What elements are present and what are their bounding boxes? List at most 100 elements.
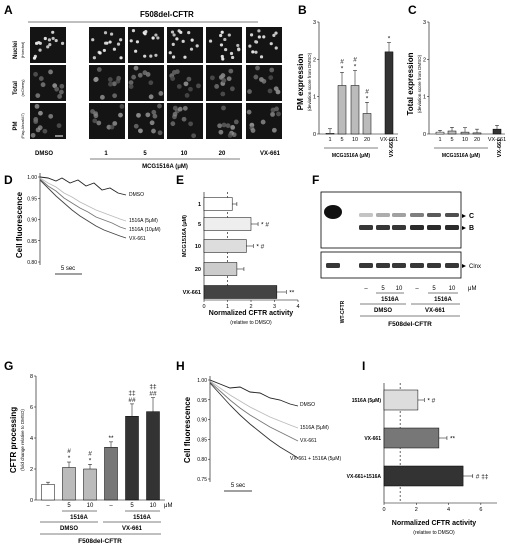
cell-spot bbox=[144, 30, 148, 34]
cell-spot bbox=[186, 76, 192, 82]
significance-mark: * # bbox=[256, 244, 264, 251]
cell-spot bbox=[248, 44, 252, 48]
trace-dmso-h bbox=[209, 379, 299, 407]
cell-spot bbox=[60, 41, 65, 45]
cell-spot bbox=[172, 105, 178, 111]
significance-mark: * bbox=[89, 457, 92, 464]
cell-spot bbox=[221, 105, 226, 111]
cell-spot bbox=[177, 29, 181, 33]
lane-f-5: 5 bbox=[432, 286, 436, 292]
band-clnx bbox=[376, 263, 390, 268]
cell-spot bbox=[229, 51, 234, 56]
trace-combo-h bbox=[209, 382, 299, 459]
cell-spot bbox=[102, 48, 106, 53]
lane-g-2: 5 bbox=[67, 503, 71, 509]
cell-spot bbox=[58, 89, 64, 95]
y-tick-label: 6 bbox=[30, 405, 33, 411]
cell-spot bbox=[112, 121, 118, 126]
cell-spot bbox=[57, 94, 63, 99]
panel-d-ylabel: Cell fluorescence bbox=[15, 191, 24, 258]
cell-spot bbox=[259, 55, 264, 59]
cell-spot bbox=[224, 47, 228, 52]
significance-mark: # bbox=[353, 57, 357, 64]
cell-spot bbox=[54, 38, 58, 43]
significance-mark: # bbox=[340, 58, 344, 65]
marker-b: B bbox=[469, 225, 474, 232]
bar bbox=[325, 133, 335, 135]
y-tick-label: 0.75 bbox=[197, 477, 207, 483]
category-label: 1 bbox=[198, 202, 201, 208]
cell-spot bbox=[191, 133, 197, 139]
col-label-20: 20 bbox=[219, 151, 226, 157]
band-clnx bbox=[392, 263, 406, 268]
x-tick-label: 4 bbox=[296, 304, 299, 310]
cell-spot bbox=[246, 109, 252, 115]
bar bbox=[383, 465, 464, 487]
cell-spot bbox=[272, 33, 276, 37]
cell-spot bbox=[231, 55, 235, 60]
trace-dmso-d bbox=[39, 176, 127, 196]
cell-spot bbox=[32, 56, 37, 60]
cell-spot bbox=[257, 29, 261, 33]
cell-spot bbox=[255, 65, 260, 71]
col-label-dmso: DMSO bbox=[35, 151, 53, 157]
y-tick-label: 1 bbox=[423, 95, 426, 101]
category-label: 1 bbox=[328, 137, 331, 143]
cell-spot bbox=[119, 104, 125, 109]
cell-spot bbox=[109, 124, 115, 130]
x-tick-label: 2 bbox=[249, 304, 252, 310]
bar bbox=[435, 131, 445, 135]
cell-spot bbox=[59, 83, 65, 89]
footer-f: F508del-CFTR bbox=[388, 321, 432, 328]
cell-spot bbox=[118, 112, 123, 118]
cell-spot bbox=[154, 33, 158, 37]
cell-spot bbox=[38, 110, 43, 116]
panel-g-ysub: (fold change relative to DMSO) bbox=[20, 409, 25, 471]
cell-spot bbox=[109, 32, 114, 36]
cell-spot bbox=[145, 72, 151, 77]
bar bbox=[350, 85, 360, 135]
significance-mark: * bbox=[366, 95, 369, 102]
lane-f-3: 10 bbox=[396, 286, 403, 292]
drug-label-f-2: 1516A bbox=[434, 297, 452, 303]
cell-spot bbox=[91, 38, 95, 42]
significance-mark: # ‡‡ bbox=[476, 474, 489, 481]
cell-spot bbox=[271, 127, 277, 133]
y-tick-label: 3 bbox=[423, 20, 426, 26]
cell-spot bbox=[136, 112, 141, 118]
cell-spot bbox=[48, 43, 52, 47]
cell-spot bbox=[33, 71, 38, 77]
cell-spot bbox=[188, 86, 193, 92]
cell-spot bbox=[276, 111, 281, 117]
ticks-d: 0.80 0.85 0.90 0.95 1.00 bbox=[27, 175, 40, 266]
cell-spot bbox=[35, 93, 41, 99]
cell-spot bbox=[259, 77, 264, 82]
cell-spot bbox=[149, 54, 153, 58]
bar bbox=[383, 427, 440, 449]
bar bbox=[337, 85, 347, 135]
cell-spot bbox=[148, 94, 154, 100]
cell-spot bbox=[170, 30, 175, 34]
chart-e: 0 1 2 3 4 1 5 * # 10 * # 20 VX-661 ** bbox=[183, 192, 300, 310]
cell-spot bbox=[182, 105, 188, 111]
band-b bbox=[392, 225, 406, 230]
cell-spot bbox=[220, 54, 224, 59]
panel-label-d: D bbox=[4, 173, 13, 187]
cell-spot bbox=[189, 47, 194, 51]
significance-mark: ** bbox=[108, 435, 114, 442]
cell-spot bbox=[43, 36, 47, 41]
cell-spot bbox=[151, 36, 155, 40]
band-b bbox=[427, 225, 441, 230]
cell-spot bbox=[181, 116, 187, 122]
y-tick-label: 1.00 bbox=[27, 175, 37, 181]
lane-f-6: 10 bbox=[449, 286, 456, 292]
chart-c: 0 1 2 3 1 5 10 20 VX-661 bbox=[423, 20, 506, 143]
x-tick-label: 6 bbox=[479, 507, 482, 513]
col-label-5: 5 bbox=[143, 151, 147, 157]
cell-spot bbox=[172, 33, 176, 37]
cell-spot bbox=[33, 119, 39, 124]
band-clnx bbox=[359, 263, 373, 268]
cell-spot bbox=[131, 29, 136, 33]
x-tick-label: 0 bbox=[202, 304, 205, 310]
